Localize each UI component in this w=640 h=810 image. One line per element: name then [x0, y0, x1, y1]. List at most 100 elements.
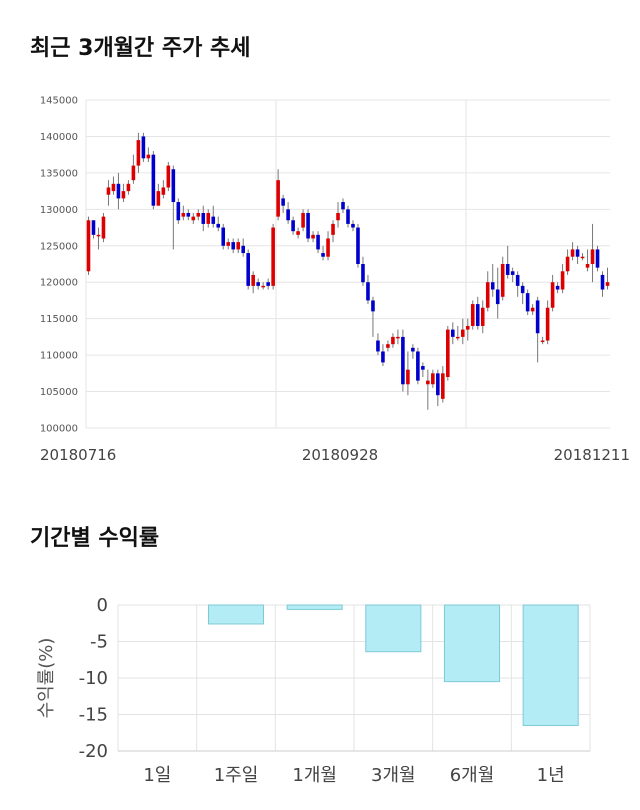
- candlestick: [186, 209, 191, 221]
- candle-body: [401, 336, 405, 385]
- candle-body: [575, 249, 580, 257]
- candlestick: [560, 264, 565, 294]
- candlestick: [111, 176, 116, 195]
- y-tick-label: 125000: [40, 241, 78, 252]
- candle-body: [475, 304, 480, 326]
- candlestick: [545, 300, 550, 345]
- candle-body: [276, 180, 280, 217]
- candle-body: [441, 373, 445, 399]
- x-tick-label: 1개월: [292, 765, 337, 786]
- candle-body: [301, 212, 305, 228]
- candle-body: [346, 209, 350, 224]
- candle-body: [86, 220, 91, 272]
- candlestick: [156, 183, 161, 206]
- candle-body: [236, 242, 241, 250]
- y-tick-label: 115000: [40, 314, 78, 325]
- candle-body: [580, 256, 585, 259]
- candle-body: [116, 183, 121, 199]
- candle-body: [131, 165, 136, 181]
- candlestick: [166, 161, 171, 192]
- candlestick: [271, 223, 275, 290]
- candlestick: [161, 180, 166, 199]
- candlestick: [356, 223, 360, 268]
- candle-body: [166, 165, 171, 188]
- candle-body: [321, 253, 325, 257]
- candlestick: [266, 278, 270, 290]
- candle-body: [286, 209, 290, 221]
- candlestick: [316, 231, 320, 254]
- candle-body: [565, 256, 570, 272]
- candle-body: [535, 300, 540, 334]
- candle-body: [206, 212, 211, 224]
- candle-body: [121, 191, 126, 199]
- candle-body: [505, 264, 510, 275]
- candle-body: [455, 336, 460, 339]
- candlestick: [555, 282, 560, 294]
- candle-body: [161, 187, 166, 195]
- return-bar: [286, 604, 343, 610]
- candlestick: [131, 154, 136, 184]
- candle-body: [431, 373, 435, 385]
- return-chart-title: 기간별 수익률: [30, 526, 160, 551]
- candle-body: [171, 169, 176, 203]
- candle-body: [525, 293, 530, 312]
- candle-body: [221, 227, 226, 246]
- candle-body: [291, 220, 295, 232]
- candlestick: [321, 245, 325, 261]
- candlestick: [326, 231, 330, 261]
- candlestick: [411, 344, 415, 359]
- candlestick: [465, 318, 470, 341]
- y-tick-label: 130000: [40, 205, 78, 216]
- candlestick: [286, 202, 290, 224]
- candle-body: [436, 373, 440, 396]
- y-tick-label: -5: [90, 632, 108, 653]
- candle-body: [421, 366, 425, 370]
- candle-body: [480, 307, 485, 326]
- return-bar: [365, 604, 422, 653]
- candle-body: [570, 249, 575, 257]
- candle-body: [426, 380, 430, 385]
- candlestick: [515, 271, 520, 297]
- candlestick: [341, 198, 345, 213]
- candlestick: [221, 223, 226, 250]
- candle-body: [311, 234, 315, 239]
- candlestick: [141, 132, 146, 162]
- candlestick: [490, 264, 495, 297]
- candlestick-chart: 100000 105000 110000 115000 120000 125000 1300…: [40, 96, 630, 465]
- candlestick: [236, 238, 241, 254]
- y-tick-label: -10: [79, 668, 108, 689]
- candlestick: [246, 249, 250, 290]
- candlestick: [535, 296, 540, 363]
- candle-body: [406, 369, 410, 385]
- candlestick: [361, 256, 365, 286]
- candle-body: [336, 212, 340, 221]
- candlestick: [386, 340, 390, 352]
- x-tick-label: 1년: [537, 765, 565, 786]
- candlestick: [191, 212, 196, 224]
- candlestick: [86, 216, 91, 275]
- candlestick: [455, 325, 460, 341]
- candle-body: [111, 183, 116, 192]
- candle-body: [485, 282, 490, 308]
- y-tick-label: -15: [79, 705, 108, 726]
- candle-body: [191, 216, 196, 221]
- candle-body: [446, 329, 450, 377]
- candlestick: [261, 282, 265, 290]
- candlestick: [406, 351, 410, 396]
- candlestick: [460, 318, 465, 345]
- candle-body: [156, 191, 161, 206]
- candlestick: [201, 205, 206, 232]
- candlestick: [101, 212, 106, 243]
- candle-body: [361, 264, 365, 283]
- candlestick: [251, 271, 255, 294]
- candlestick: [171, 165, 176, 250]
- candle-body: [211, 216, 216, 224]
- y-tick-label: 0: [97, 595, 108, 616]
- y-tick-label: 135000: [40, 168, 78, 179]
- candle-body: [251, 274, 255, 286]
- candle-body: [186, 212, 191, 217]
- candle-body: [306, 212, 310, 239]
- candlestick: [231, 238, 236, 254]
- candle-body: [490, 282, 495, 290]
- candlestick: [580, 253, 585, 261]
